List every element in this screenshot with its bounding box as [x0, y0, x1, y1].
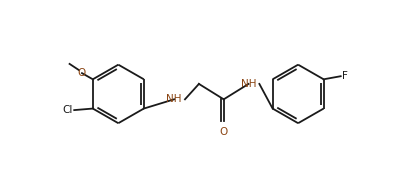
Text: NH: NH	[241, 79, 256, 89]
Text: O: O	[220, 127, 228, 137]
Text: Cl: Cl	[62, 105, 73, 115]
Text: F: F	[342, 71, 348, 81]
Text: O: O	[78, 68, 86, 78]
Text: NH: NH	[166, 94, 182, 104]
